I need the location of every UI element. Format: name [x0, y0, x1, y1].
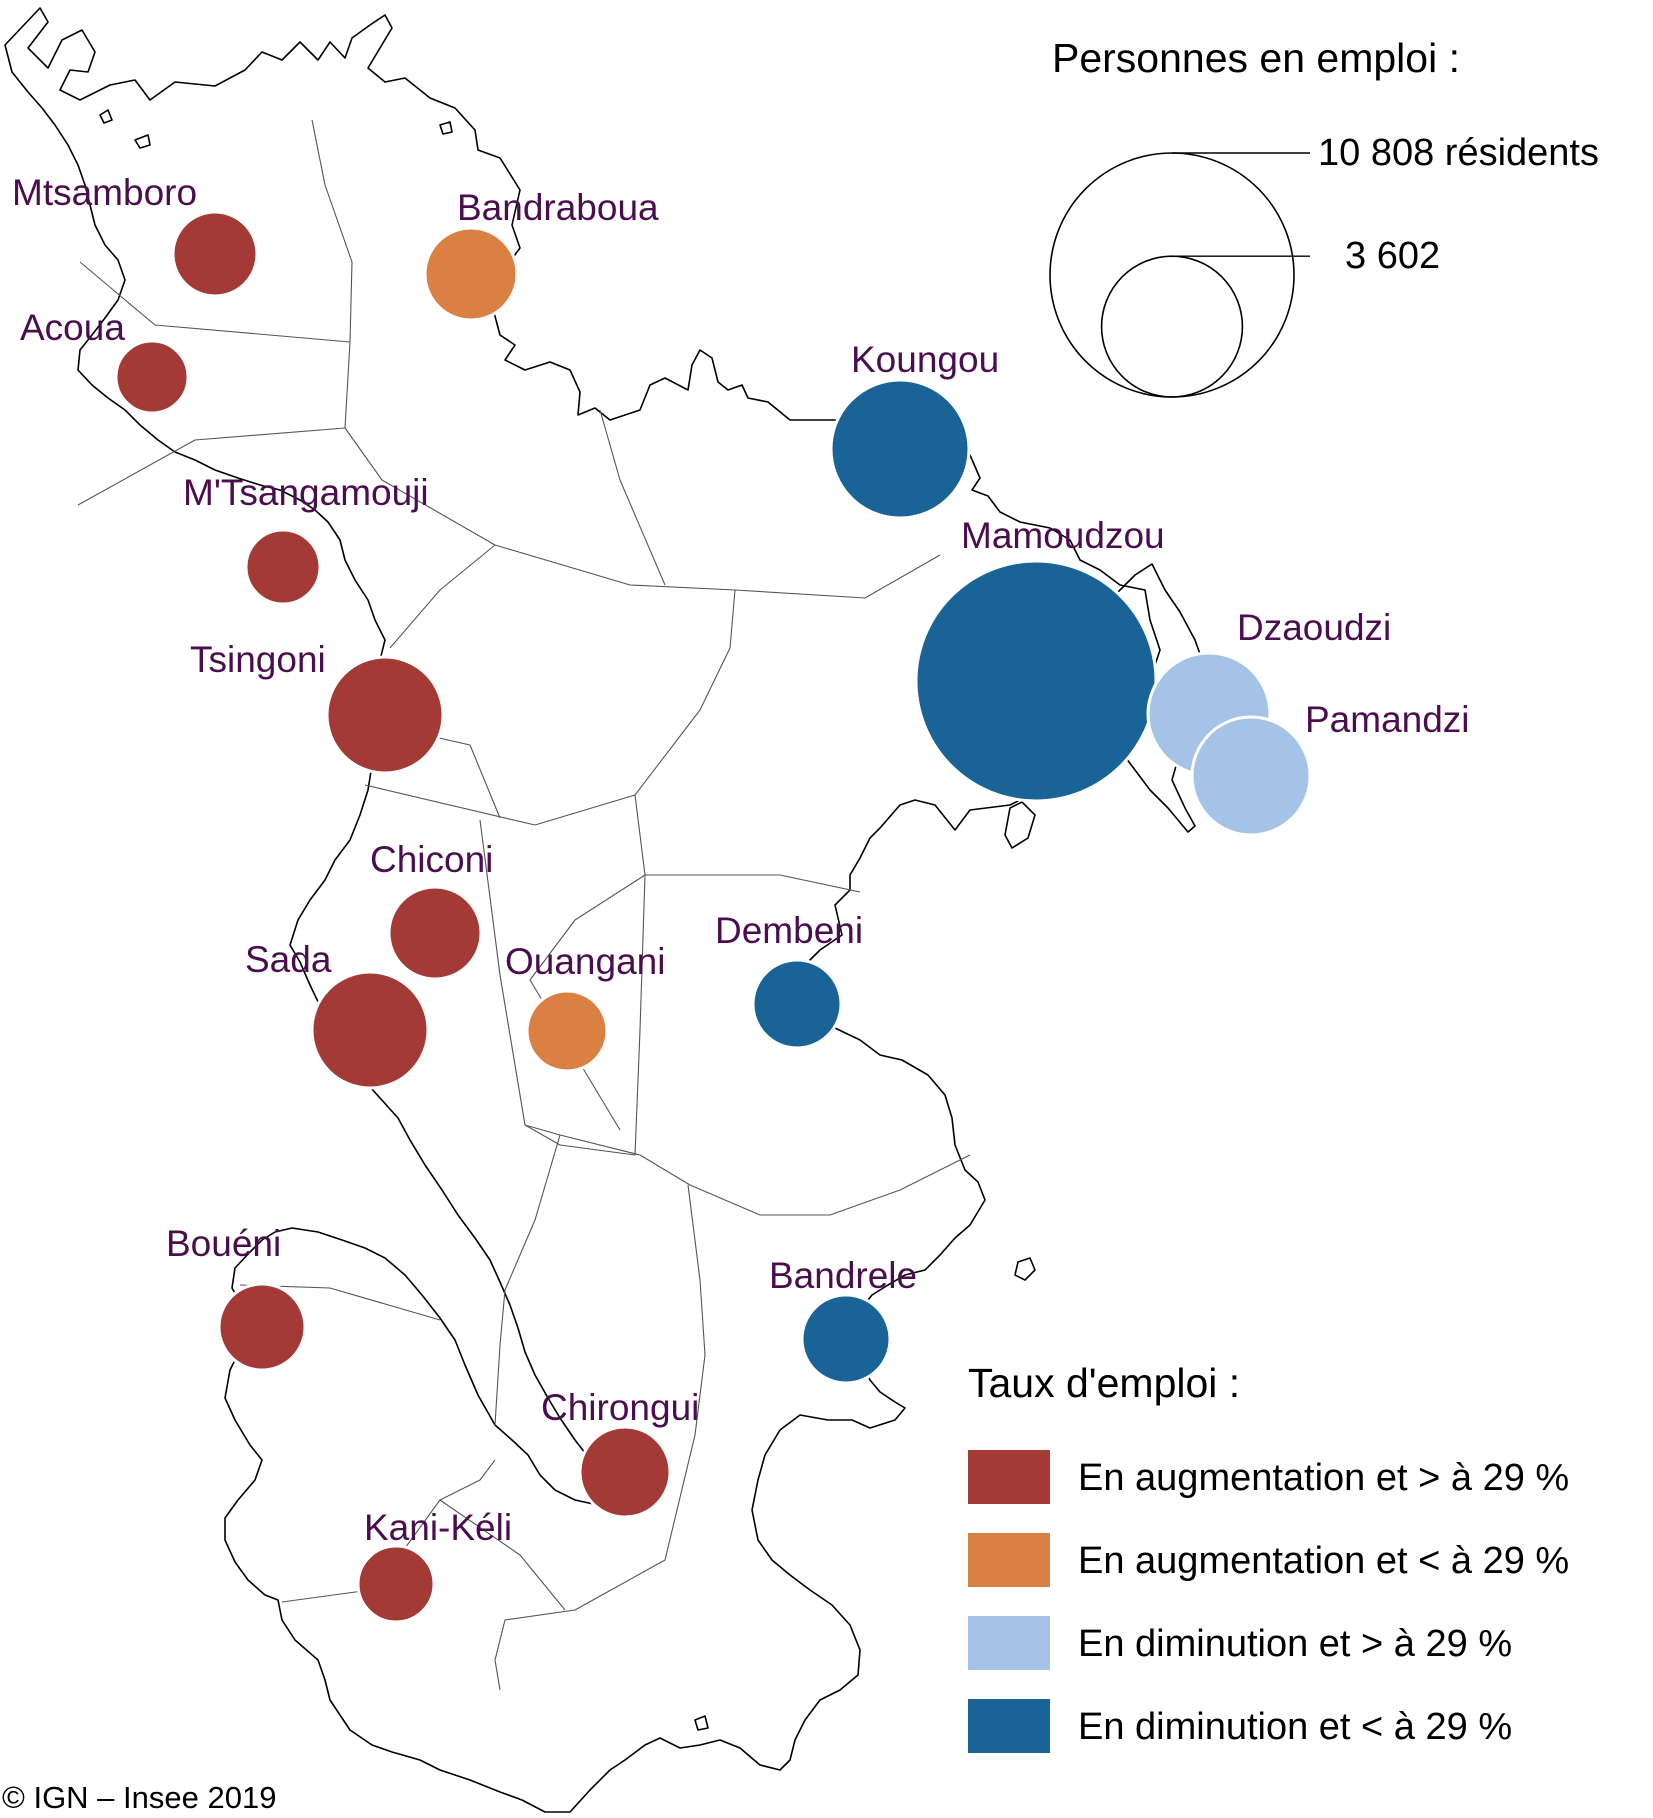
label-acoua: Acoua: [20, 307, 125, 348]
bubble-layer: [114, 210, 1312, 1624]
size-legend-circle-small: [1100, 255, 1244, 398]
bubble-koungou: [829, 378, 971, 520]
label-dzaoudzi: Dzaoudzi: [1237, 607, 1391, 648]
bubble-chiconi: [387, 885, 483, 981]
size-legend-label-large: 10 808 résidents: [1318, 132, 1599, 174]
label-tsingoni: Tsingoni: [190, 639, 326, 680]
label-ouangani: Ouangani: [505, 941, 665, 982]
bubble-ouangani: [525, 989, 609, 1073]
bubble-bandrele: [800, 1293, 892, 1385]
credit: © IGN – Insee 2019: [2, 1780, 276, 1815]
legend-label-aug-high: En augmentation et > à 29 %: [1078, 1457, 1569, 1499]
bubble-chirongui: [578, 1425, 672, 1519]
label-m-tsangamouji: M'Tsangamouji: [183, 472, 429, 513]
bubble-mtsamboro: [171, 210, 259, 298]
label-chiconi: Chiconi: [370, 839, 493, 880]
bubble-sada: [310, 970, 430, 1090]
legend-label-aug-low: En augmentation et < à 29 %: [1078, 1540, 1569, 1582]
label-bandraboua: Bandraboua: [457, 187, 659, 228]
legend-label-dim-low: En diminution et < à 29 %: [1078, 1706, 1512, 1748]
label-pamandzi: Pamandzi: [1305, 699, 1470, 740]
bubble-pamandzi: [1190, 715, 1312, 837]
legend-swatch-aug-low: [968, 1533, 1050, 1587]
color-legend-title: Taux d'emploi :: [968, 1360, 1240, 1406]
label-chirongui: Chirongui: [541, 1387, 699, 1428]
commune-boundaries: [77, 119, 971, 1691]
size-legend-circle-large: [1049, 152, 1295, 398]
bubble-acoua: [114, 339, 190, 415]
legend-swatch-dim-low: [968, 1699, 1050, 1753]
label-kani-k-li: Kani-Kéli: [364, 1507, 512, 1548]
label-mtsamboro: Mtsamboro: [12, 172, 197, 213]
bubble-dembeni: [751, 958, 843, 1050]
size-legend-label-small: 3 602: [1345, 235, 1440, 277]
size-legend: Personnes en emploi : 10 808 résidents 3…: [1049, 35, 1599, 398]
label-dembeni: Dembeni: [715, 910, 863, 951]
size-legend-title: Personnes en emploi :: [1052, 35, 1460, 81]
label-sada: Sada: [245, 939, 332, 980]
label-bou-ni: Bouéni: [166, 1223, 281, 1264]
color-legend: Taux d'emploi : En augmentation et > à 2…: [968, 1360, 1569, 1753]
bubble-bou-ni: [217, 1282, 307, 1372]
label-koungou: Koungou: [851, 339, 999, 380]
label-layer: Mtsamboro Bandraboua Acoua Koungou M'Tsangam…: [12, 172, 1470, 1548]
bubble-kani-k-li: [356, 1544, 436, 1624]
bubble-bandraboua: [423, 226, 519, 322]
bubble-m-tsangamouji: [244, 528, 322, 606]
legend-swatch-dim-high: [968, 1616, 1050, 1670]
label-bandrele: Bandrele: [769, 1255, 917, 1296]
legend-label-dim-high: En diminution et > à 29 %: [1078, 1623, 1512, 1665]
bubble-tsingoni: [325, 655, 445, 775]
label-mamoudzou: Mamoudzou: [961, 515, 1165, 556]
bubble-mamoudzou: [914, 559, 1158, 803]
legend-swatch-aug-high: [968, 1450, 1050, 1504]
